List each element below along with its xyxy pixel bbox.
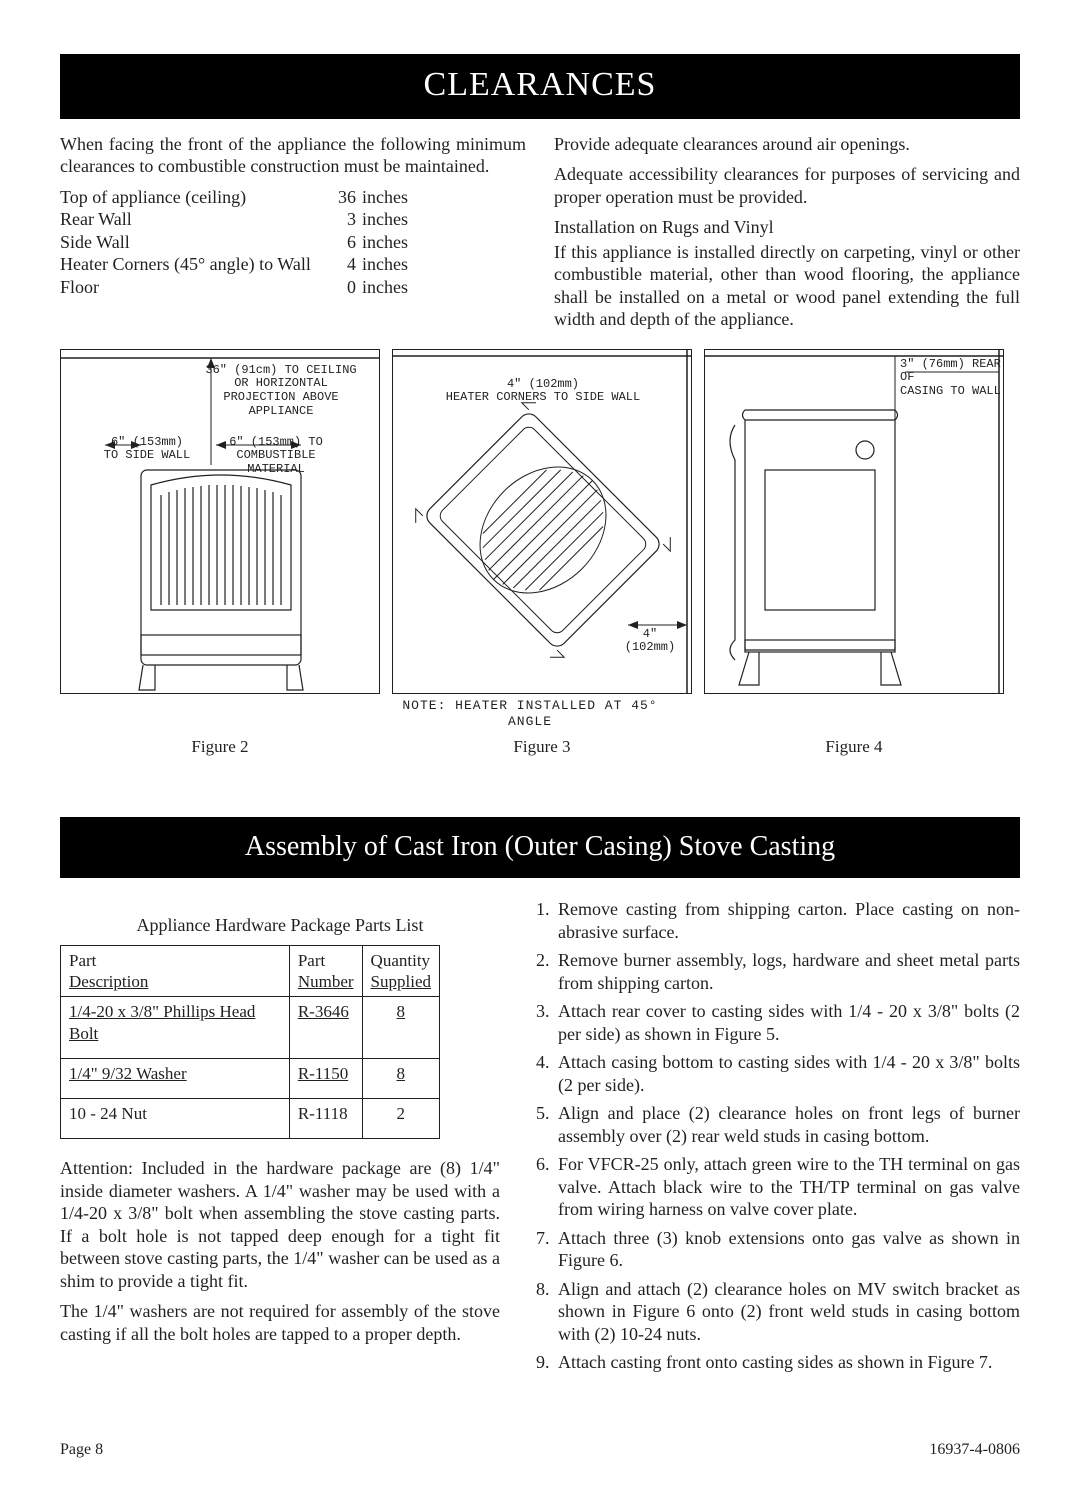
clearance-row: Top of appliance (ceiling) 36 inches xyxy=(60,186,526,209)
parts-desc: 10 - 24 Nut xyxy=(61,1099,290,1139)
fig4-label-top: 3" (76mm) REAR OF CASING TO WALL xyxy=(900,358,1004,399)
step-item: Remove casting from shipping carton. Pla… xyxy=(554,898,1020,943)
banner-clearances: CLEARANCES xyxy=(60,54,1020,119)
fig3-label-bottom: 4" (102mm) xyxy=(615,628,685,656)
parts-num: R-3646 xyxy=(289,997,362,1059)
figure-4: 3" (76mm) REAR OF CASING TO WALL xyxy=(704,349,1004,694)
clearance-value: 6 xyxy=(330,231,362,254)
clearance-row: Heater Corners (45° angle) to Wall 4 inc… xyxy=(60,253,526,276)
clearances-right-col: Provide adequate clearances around air o… xyxy=(554,133,1020,339)
clearance-unit: inches xyxy=(362,253,408,276)
step-item: Attach three (3) knob extensions onto ga… xyxy=(554,1227,1020,1272)
figure-captions: Figure 2 Figure 3 Figure 4 xyxy=(60,736,1020,757)
assembly-left-col: Appliance Hardware Package Parts List Pa… xyxy=(60,898,500,1380)
step-item: Attach rear cover to casting sides with … xyxy=(554,1000,1020,1045)
footer-page: Page 8 xyxy=(60,1440,103,1460)
right-p1: Provide adequate clearances around air o… xyxy=(554,133,1020,156)
banner-assembly: Assembly of Cast Iron (Outer Casing) Sto… xyxy=(60,817,1020,878)
figure-4-svg xyxy=(705,350,1004,694)
parts-header-num-text: PartNumber xyxy=(298,951,354,991)
clearances-left-col: When facing the front of the appliance t… xyxy=(60,133,526,339)
caption-fig2: Figure 2 xyxy=(60,736,380,757)
fig2-label-left: 6" (153mm) TO SIDE WALL xyxy=(97,436,197,464)
clearance-label: Floor xyxy=(60,276,330,299)
clearance-unit: inches xyxy=(362,208,408,231)
clearance-row: Floor 0 inches xyxy=(60,276,526,299)
parts-header-qty-text: QuantitySupplied xyxy=(371,951,431,991)
assembly-steps: Remove casting from shipping carton. Pla… xyxy=(528,898,1020,1374)
clearance-label: Heater Corners (45° angle) to Wall xyxy=(60,253,330,276)
figures-row: 36" (91cm) TO CEILING OR HORIZONTAL PROJ… xyxy=(60,349,1020,694)
fig3-label-top: 4" (102mm) HEATER CORNERS TO SIDE WALL xyxy=(423,378,663,406)
step-item: Align and place (2) clearance holes on f… xyxy=(554,1102,1020,1147)
parts-desc: 1/4-20 x 3/8" Phillips Head Bolt xyxy=(61,997,290,1059)
page-footer: Page 8 16937-4-0806 xyxy=(60,1440,1020,1460)
parts-qty: 8 xyxy=(362,997,439,1059)
fig2-label-right: 6" (153mm) TO COMBUSTIBLE MATERIAL xyxy=(216,436,336,477)
clearance-label: Top of appliance (ceiling) xyxy=(60,186,330,209)
clearance-unit: inches xyxy=(362,186,408,209)
step-item: Attach casing bottom to casting sides wi… xyxy=(554,1051,1020,1096)
clearance-label: Side Wall xyxy=(60,231,330,254)
assembly-columns: Appliance Hardware Package Parts List Pa… xyxy=(60,898,1020,1380)
caption-fig4: Figure 4 xyxy=(704,736,1004,757)
clearance-value: 4 xyxy=(330,253,362,276)
clearance-unit: inches xyxy=(362,276,408,299)
parts-qty: 8 xyxy=(362,1058,439,1098)
attention-p2: The 1/4" washers are not required for as… xyxy=(60,1300,500,1345)
clearance-value: 36 xyxy=(330,186,362,209)
caption-fig3: Figure 3 xyxy=(392,736,692,757)
right-p3: If this appliance is installed directly … xyxy=(554,241,1020,331)
assembly-right-col: Remove casting from shipping carton. Pla… xyxy=(528,898,1020,1380)
parts-qty: 2 xyxy=(362,1099,439,1139)
figure-2: 36" (91cm) TO CEILING OR HORIZONTAL PROJ… xyxy=(60,349,380,694)
right-p2: Adequate accessibility clearances for pu… xyxy=(554,163,1020,208)
parts-header-row: PartDescription PartNumber QuantitySuppl… xyxy=(61,945,440,997)
parts-header-desc-text: PartDescription xyxy=(69,951,148,991)
fig2-label-ceiling: 36" (91cm) TO CEILING OR HORIZONTAL PROJ… xyxy=(201,364,361,419)
parts-row: 1/4-20 x 3/8" Phillips Head Bolt R-3646 … xyxy=(61,997,440,1059)
parts-header-num: PartNumber xyxy=(289,945,362,997)
clearance-value: 3 xyxy=(330,208,362,231)
clearances-intro: When facing the front of the appliance t… xyxy=(60,133,526,178)
step-item: Attach casting front onto casting sides … xyxy=(554,1351,1020,1374)
parts-num: R-1118 xyxy=(289,1099,362,1139)
figure-3-note: NOTE: HEATER INSTALLED AT 45° ANGLE xyxy=(380,698,680,731)
attention-p1: Attention: Included in the hardware pack… xyxy=(60,1157,500,1292)
clearance-unit: inches xyxy=(362,231,408,254)
parts-row: 1/4" 9/32 Washer R-1150 8 xyxy=(61,1058,440,1098)
parts-num: R-1150 xyxy=(289,1058,362,1098)
right-subhead: Installation on Rugs and Vinyl xyxy=(554,216,1020,239)
figure-3: 4" (102mm) HEATER CORNERS TO SIDE WALL 4… xyxy=(392,349,692,694)
clearance-label: Rear Wall xyxy=(60,208,330,231)
footer-docnum: 16937-4-0806 xyxy=(929,1440,1020,1460)
step-item: Remove burner assembly, logs, hardware a… xyxy=(554,949,1020,994)
step-item: For VFCR-25 only, attach green wire to t… xyxy=(554,1153,1020,1221)
clearance-row: Side Wall 6 inches xyxy=(60,231,526,254)
clearance-row: Rear Wall 3 inches xyxy=(60,208,526,231)
parts-desc: 1/4" 9/32 Washer xyxy=(61,1058,290,1098)
parts-row: 10 - 24 Nut R-1118 2 xyxy=(61,1099,440,1139)
parts-header-qty: QuantitySupplied xyxy=(362,945,439,997)
clearances-columns: When facing the front of the appliance t… xyxy=(60,133,1020,339)
clearances-table: Top of appliance (ceiling) 36 inches Rea… xyxy=(60,186,526,299)
clearance-value: 0 xyxy=(330,276,362,299)
parts-list-title: Appliance Hardware Package Parts List xyxy=(60,914,500,937)
parts-table: PartDescription PartNumber QuantitySuppl… xyxy=(60,945,440,1140)
step-item: Align and attach (2) clearance holes on … xyxy=(554,1278,1020,1346)
parts-header-desc: PartDescription xyxy=(61,945,290,997)
